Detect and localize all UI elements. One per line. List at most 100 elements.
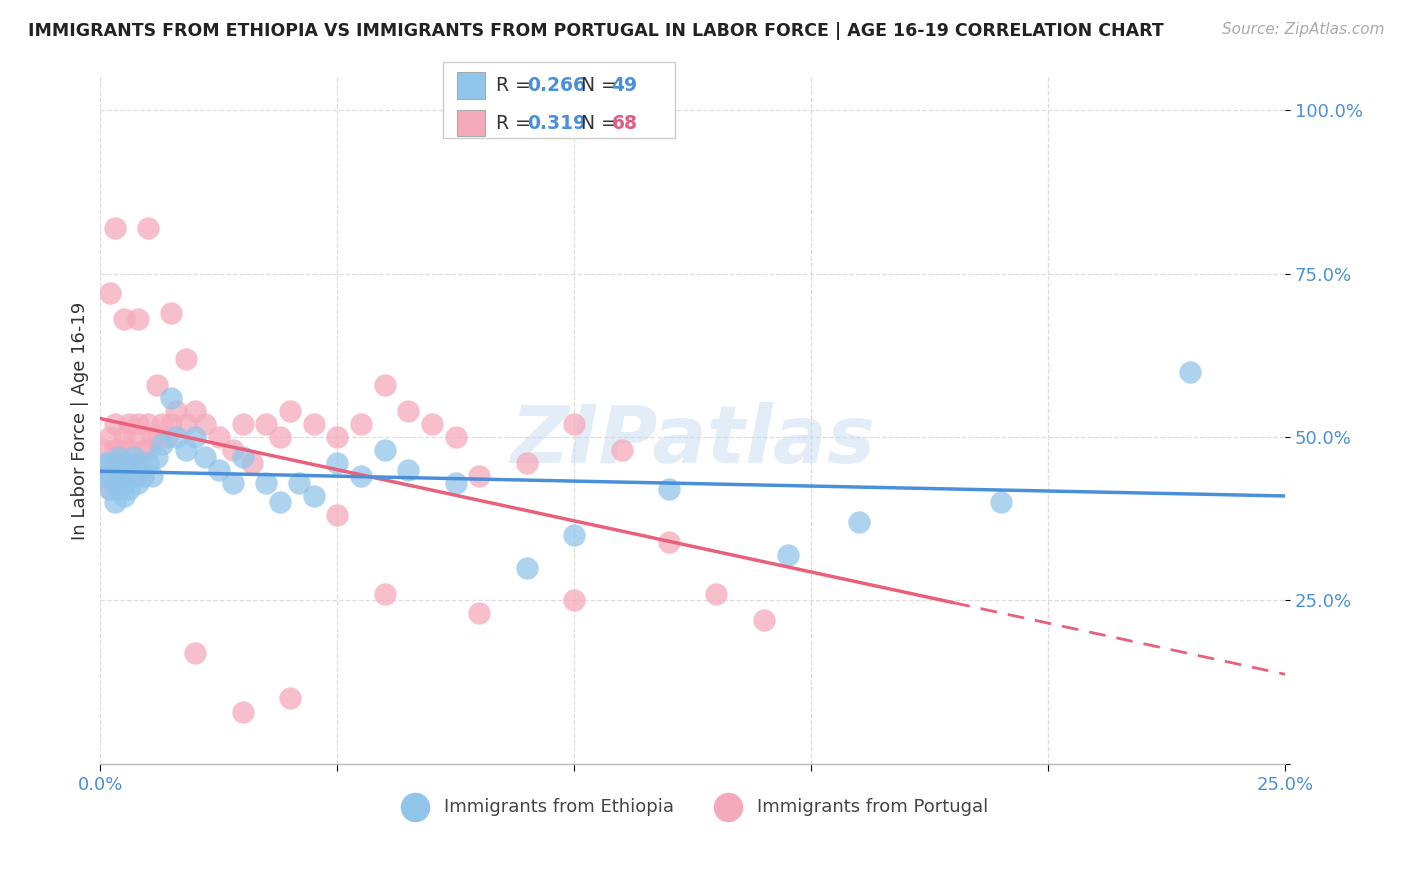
Point — [990, 495, 1012, 509]
Point — [136, 456, 159, 470]
Point — [562, 593, 585, 607]
Point — [122, 469, 145, 483]
Point — [165, 430, 187, 444]
Point — [516, 456, 538, 470]
Text: 0.266: 0.266 — [527, 76, 586, 95]
Point — [98, 483, 121, 497]
Point — [94, 456, 117, 470]
Point — [326, 508, 349, 523]
Point — [136, 220, 159, 235]
Point — [112, 430, 135, 444]
Point — [112, 456, 135, 470]
Point — [127, 312, 149, 326]
Text: N =: N = — [581, 113, 623, 133]
Y-axis label: In Labor Force | Age 16-19: In Labor Force | Age 16-19 — [72, 301, 89, 540]
Point — [112, 469, 135, 483]
Text: IMMIGRANTS FROM ETHIOPIA VS IMMIGRANTS FROM PORTUGAL IN LABOR FORCE | AGE 16-19 : IMMIGRANTS FROM ETHIOPIA VS IMMIGRANTS F… — [28, 22, 1164, 40]
Point — [103, 417, 125, 431]
Point — [94, 443, 117, 458]
Point — [118, 463, 141, 477]
Point — [136, 417, 159, 431]
Point — [160, 306, 183, 320]
Text: R =: R = — [496, 113, 537, 133]
Point — [1180, 365, 1202, 379]
Text: ZIPatlas: ZIPatlas — [510, 402, 876, 480]
Point — [150, 436, 173, 450]
Point — [118, 483, 141, 497]
Point — [231, 450, 253, 464]
Point — [184, 646, 207, 660]
Point — [146, 450, 169, 464]
Point — [103, 469, 125, 483]
Point — [141, 469, 163, 483]
Point — [184, 404, 207, 418]
Point — [194, 450, 217, 464]
Text: N =: N = — [581, 76, 623, 95]
Text: 49: 49 — [612, 76, 638, 95]
Point — [127, 456, 149, 470]
Point — [108, 450, 131, 464]
Text: Source: ZipAtlas.com: Source: ZipAtlas.com — [1222, 22, 1385, 37]
Point — [98, 456, 121, 470]
Point — [103, 220, 125, 235]
Point — [127, 456, 149, 470]
Point — [98, 469, 121, 483]
Point — [444, 430, 467, 444]
Point — [112, 489, 135, 503]
Point — [122, 450, 145, 464]
Point — [278, 691, 301, 706]
Point — [254, 475, 277, 490]
Point — [146, 377, 169, 392]
Point — [420, 417, 443, 431]
Point — [108, 483, 131, 497]
Point — [103, 443, 125, 458]
Point — [112, 456, 135, 470]
Point — [208, 463, 231, 477]
Point — [752, 613, 775, 627]
Point — [146, 430, 169, 444]
Point — [184, 430, 207, 444]
Point — [174, 417, 197, 431]
Point — [848, 515, 870, 529]
Point — [610, 443, 633, 458]
Point — [174, 443, 197, 458]
Point — [156, 430, 179, 444]
Point — [374, 377, 396, 392]
Point — [136, 443, 159, 458]
Point — [302, 489, 325, 503]
Legend: Immigrants from Ethiopia, Immigrants from Portugal: Immigrants from Ethiopia, Immigrants fro… — [389, 791, 995, 823]
Point — [122, 456, 145, 470]
Point — [350, 417, 373, 431]
Point — [150, 417, 173, 431]
Point — [165, 404, 187, 418]
Point — [127, 475, 149, 490]
Point — [98, 430, 121, 444]
Point — [127, 417, 149, 431]
Point — [94, 469, 117, 483]
Point — [112, 312, 135, 326]
Point — [103, 495, 125, 509]
Point — [350, 469, 373, 483]
Point — [278, 404, 301, 418]
Point — [103, 456, 125, 470]
Point — [108, 443, 131, 458]
Point — [269, 495, 291, 509]
Point — [112, 475, 135, 490]
Point — [94, 469, 117, 483]
Point — [269, 430, 291, 444]
Point — [254, 417, 277, 431]
Text: 68: 68 — [612, 113, 637, 133]
Point — [98, 456, 121, 470]
Point — [562, 417, 585, 431]
Point — [132, 469, 155, 483]
Text: R =: R = — [496, 76, 537, 95]
Text: 0.319: 0.319 — [527, 113, 586, 133]
Point — [132, 469, 155, 483]
Point — [444, 475, 467, 490]
Point — [222, 443, 245, 458]
Point — [141, 430, 163, 444]
Point — [98, 483, 121, 497]
Point — [302, 417, 325, 431]
Point — [108, 469, 131, 483]
Point — [658, 534, 681, 549]
